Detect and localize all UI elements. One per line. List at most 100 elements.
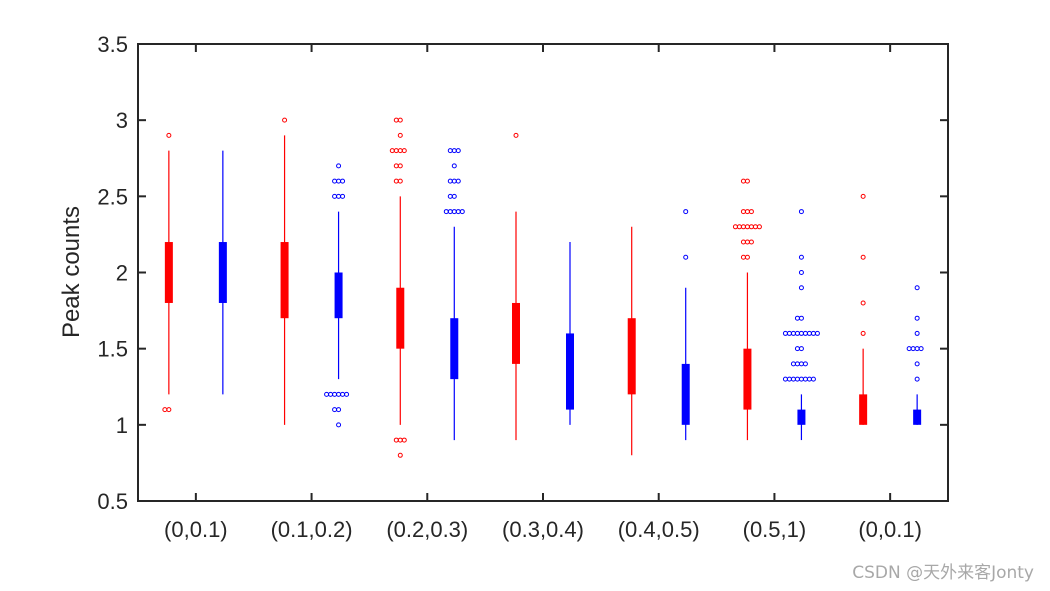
outlier bbox=[324, 391, 330, 397]
outlier bbox=[513, 132, 519, 138]
outlier bbox=[906, 346, 912, 352]
outlier bbox=[732, 224, 738, 230]
outlier bbox=[340, 391, 346, 397]
outlier bbox=[860, 300, 866, 306]
outlier bbox=[748, 209, 754, 215]
outlier bbox=[332, 193, 338, 199]
x-tick-label: (0.5,1) bbox=[743, 517, 807, 542]
outlier bbox=[393, 178, 399, 184]
outlier bbox=[166, 132, 172, 138]
outlier bbox=[748, 239, 754, 245]
outlier bbox=[798, 285, 804, 291]
outlier bbox=[451, 163, 457, 169]
x-tick-label: (0,0.1) bbox=[858, 517, 922, 542]
outlier bbox=[740, 224, 746, 230]
y-tick-label: 3 bbox=[116, 108, 128, 133]
watermark: CSDN @天外来客Jonty bbox=[852, 563, 1034, 583]
box bbox=[218, 242, 227, 303]
outlier bbox=[798, 376, 804, 382]
box bbox=[396, 287, 405, 349]
outlier bbox=[401, 437, 407, 443]
outlier bbox=[162, 407, 168, 413]
y-tick-label: 2.5 bbox=[97, 184, 128, 209]
outlier bbox=[794, 361, 800, 367]
x-tick-label: (0.1,0.2) bbox=[271, 517, 353, 542]
outlier bbox=[914, 285, 920, 291]
outlier bbox=[744, 239, 750, 245]
outlier bbox=[802, 361, 808, 367]
outlier bbox=[790, 376, 796, 382]
plot-marks bbox=[162, 117, 924, 458]
outlier bbox=[740, 178, 746, 184]
outlier bbox=[814, 330, 820, 336]
plot-frame bbox=[137, 43, 949, 502]
outlier bbox=[740, 254, 746, 260]
outlier bbox=[782, 376, 788, 382]
outlier bbox=[756, 224, 762, 230]
x-tick-label: (0.2,0.3) bbox=[386, 517, 468, 542]
outlier bbox=[798, 361, 804, 367]
outlier bbox=[806, 330, 812, 336]
box bbox=[334, 272, 343, 319]
outlier bbox=[782, 330, 788, 336]
outlier bbox=[336, 193, 342, 199]
outlier bbox=[798, 270, 804, 275]
box bbox=[280, 242, 289, 319]
box bbox=[164, 242, 173, 303]
outlier bbox=[744, 178, 750, 184]
box bbox=[859, 394, 868, 425]
outlier bbox=[798, 315, 804, 321]
outlier bbox=[282, 117, 288, 123]
outlier bbox=[447, 193, 453, 199]
outlier bbox=[740, 239, 746, 245]
outlier bbox=[860, 193, 866, 199]
y-axis-label: Peak counts bbox=[58, 206, 85, 338]
outlier bbox=[914, 330, 920, 336]
outlier bbox=[740, 209, 746, 215]
outlier bbox=[802, 376, 808, 382]
outlier bbox=[443, 209, 449, 215]
y-tick-label: 3.5 bbox=[97, 32, 128, 57]
outlier bbox=[794, 346, 800, 352]
outlier bbox=[786, 330, 792, 336]
outlier bbox=[748, 224, 754, 230]
outlier bbox=[744, 209, 750, 215]
outlier bbox=[794, 315, 800, 321]
outlier bbox=[455, 148, 461, 154]
outlier bbox=[683, 209, 689, 215]
outlier bbox=[393, 163, 399, 169]
outlier bbox=[683, 254, 689, 260]
outlier bbox=[798, 330, 804, 336]
outlier bbox=[798, 209, 804, 215]
outlier bbox=[451, 148, 457, 154]
outlier bbox=[336, 163, 342, 169]
outlier bbox=[794, 330, 800, 336]
outlier bbox=[447, 178, 453, 184]
x-tick-label: (0.4,0.5) bbox=[618, 517, 700, 542]
box bbox=[512, 302, 520, 364]
outlier bbox=[336, 391, 342, 397]
outlier bbox=[344, 391, 350, 397]
outlier bbox=[744, 254, 750, 260]
outlier bbox=[810, 330, 816, 336]
outlier bbox=[794, 376, 800, 382]
y-tick-label: 0.5 bbox=[97, 489, 128, 514]
outlier bbox=[397, 117, 403, 123]
box bbox=[566, 333, 574, 410]
outlier bbox=[451, 178, 457, 184]
outlier bbox=[166, 407, 172, 413]
axes: 0.5 1 1.5 2 2.5 3 3.5 (0,0.1) (0.1,0.2) (0.2,0.3)… bbox=[97, 32, 948, 542]
y-tick-label: 2 bbox=[116, 261, 128, 286]
box bbox=[681, 363, 690, 425]
outlier bbox=[336, 422, 342, 428]
x-tick-label: (0,0.1) bbox=[164, 517, 228, 542]
outlier bbox=[744, 224, 750, 230]
outlier bbox=[397, 437, 403, 443]
outlier bbox=[798, 346, 804, 352]
outlier bbox=[397, 452, 403, 458]
outlier bbox=[397, 148, 403, 154]
outlier bbox=[447, 209, 453, 215]
outlier bbox=[914, 376, 920, 382]
outlier bbox=[397, 163, 403, 169]
